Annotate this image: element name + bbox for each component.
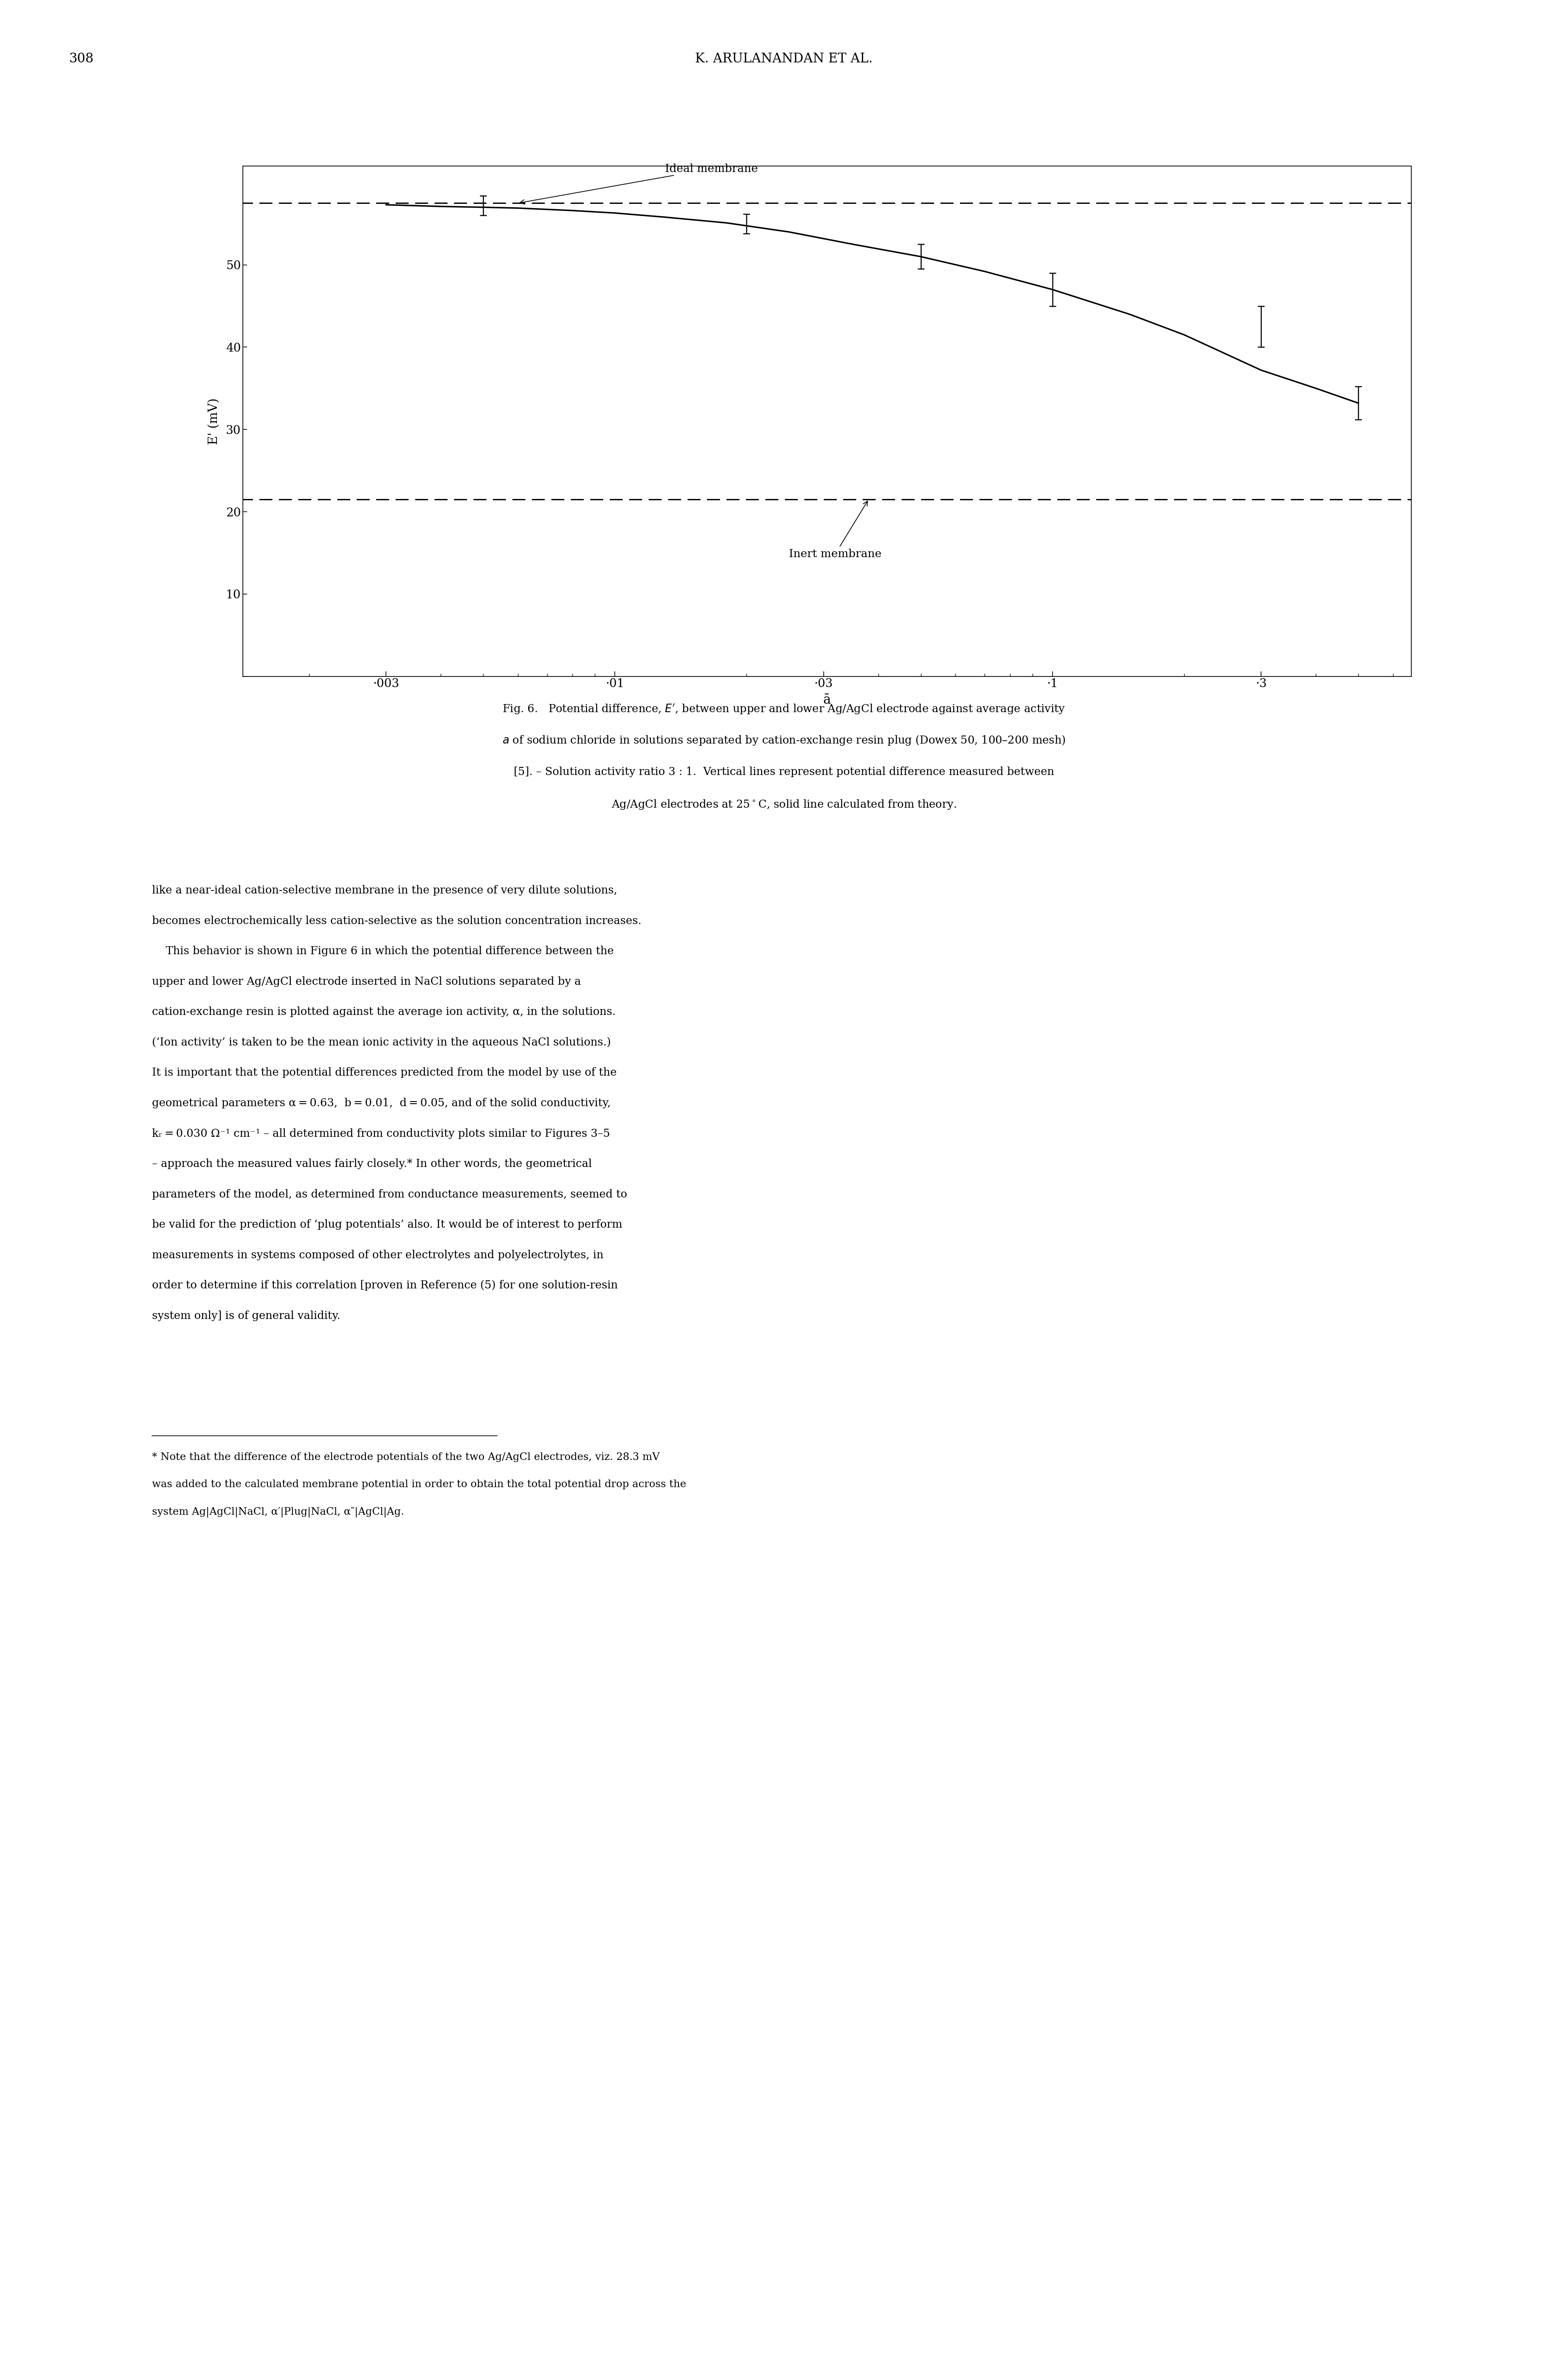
Text: kᵣ = 0.030 Ω⁻¹ cm⁻¹ – all determined from conductivity plots similar to Figures : kᵣ = 0.030 Ω⁻¹ cm⁻¹ – all determined fro…	[152, 1127, 610, 1139]
Text: order to determine if this correlation [proven in Reference (5) for one solution: order to determine if this correlation […	[152, 1279, 618, 1291]
Text: (‘Ion activity’ is taken to be the mean ionic activity in the aqueous NaCl solut: (‘Ion activity’ is taken to be the mean …	[152, 1037, 612, 1046]
Text: geometrical parameters α = 0.63,  b = 0.01,  d = 0.05, and of the solid conducti: geometrical parameters α = 0.63, b = 0.0…	[152, 1099, 612, 1108]
Text: becomes electrochemically less cation-selective as the solution concentration in: becomes electrochemically less cation-se…	[152, 916, 641, 925]
Text: upper and lower Ag/AgCl electrode inserted in NaCl solutions separated by a: upper and lower Ag/AgCl electrode insert…	[152, 975, 582, 987]
Text: $a$ of sodium chloride in solutions separated by cation-exchange resin plug (Dow: $a$ of sodium chloride in solutions sepa…	[502, 736, 1066, 747]
Text: measurements in systems composed of other electrolytes and polyelectrolytes, in: measurements in systems composed of othe…	[152, 1251, 604, 1260]
Text: * Note that the difference of the electrode potentials of the two Ag/AgCl electr: * Note that the difference of the electr…	[152, 1452, 660, 1462]
X-axis label: ā: ā	[823, 693, 831, 707]
Text: [5]. – Solution activity ratio 3 : 1.  Vertical lines represent potential differ: [5]. – Solution activity ratio 3 : 1. Ve…	[514, 766, 1054, 776]
Text: – approach the measured values fairly closely.* In other words, the geometrical: – approach the measured values fairly cl…	[152, 1158, 593, 1170]
Text: parameters of the model, as determined from conductance measurements, seemed to: parameters of the model, as determined f…	[152, 1189, 627, 1198]
Text: Inert membrane: Inert membrane	[789, 501, 881, 560]
Text: This behavior is shown in Figure 6 in which the potential difference between the: This behavior is shown in Figure 6 in wh…	[152, 947, 615, 956]
Text: 308: 308	[69, 52, 94, 66]
Text: Fig. 6.   Potential difference, $E'$, between upper and lower Ag/AgCl electrode : Fig. 6. Potential difference, $E'$, betw…	[502, 702, 1066, 714]
Text: be valid for the prediction of ‘plug potentials’ also. It would be of interest t: be valid for the prediction of ‘plug pot…	[152, 1220, 622, 1229]
Text: like a near-ideal cation-selective membrane in the presence of very dilute solut: like a near-ideal cation-selective membr…	[152, 885, 618, 895]
Text: system Ag|AgCl|NaCl, α′|Plug|NaCl, α″|AgCl|Ag.: system Ag|AgCl|NaCl, α′|Plug|NaCl, α″|Ag…	[152, 1507, 405, 1516]
Text: Ag/AgCl electrodes at 25$^\circ$C, solid line calculated from theory.: Ag/AgCl electrodes at 25$^\circ$C, solid…	[612, 797, 956, 812]
Text: K. ARULANANDAN ET AL.: K. ARULANANDAN ET AL.	[695, 52, 873, 66]
Text: It is important that the ⁣potential differences⁣ predicted from the model by use: It is important that the ⁣potential diff…	[152, 1068, 616, 1077]
Text: Ideal membrane: Ideal membrane	[521, 164, 757, 204]
Text: was added to the calculated membrane potential in order to obtain the total pote: was added to the calculated membrane pot…	[152, 1481, 687, 1490]
Text: cation-exchange resin is plotted against the average ion activity, α, in the sol: cation-exchange resin is plotted against…	[152, 1006, 616, 1018]
Text: system only] is of general validity.: system only] is of general validity.	[152, 1310, 340, 1322]
Y-axis label: E' (mV): E' (mV)	[209, 399, 220, 444]
